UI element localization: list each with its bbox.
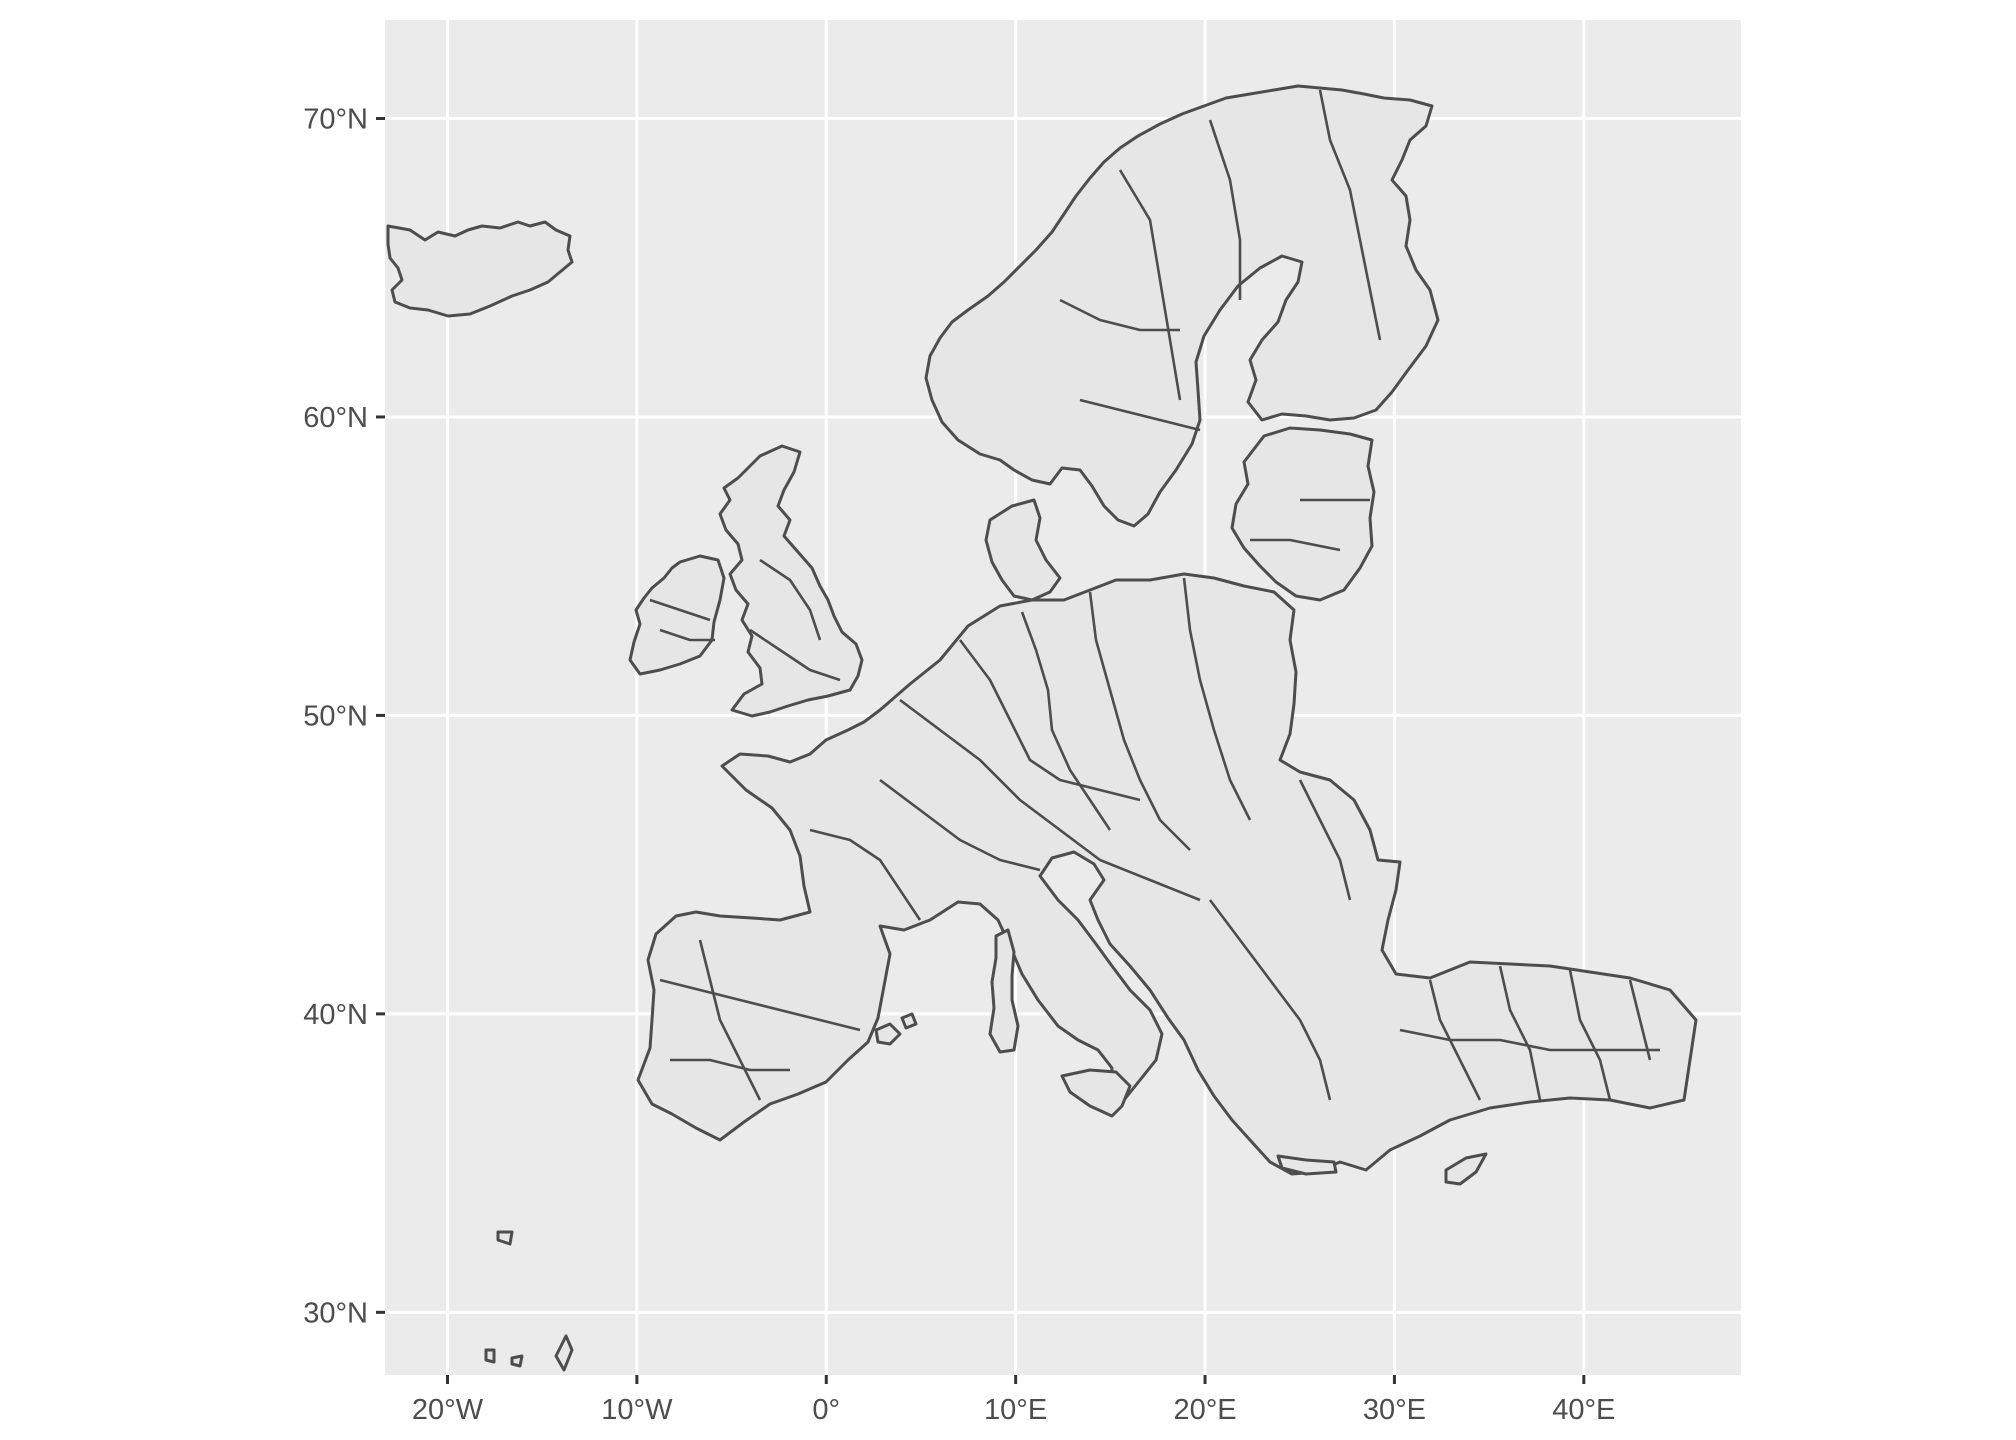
x-tick-label: 0° [812, 1394, 840, 1426]
x-tick-label: 20°E [1173, 1394, 1236, 1426]
administrative-borders [649, 89, 1660, 1101]
region-scandinavia [924, 84, 1440, 528]
y-tick-label: 70°N [303, 103, 368, 135]
x-tick-label: 20°W [412, 1394, 484, 1426]
region-canary-islands [484, 1230, 574, 1372]
axes: 20°W 10°W 0° 10°E 20°E 30°E 40°E 30°N 40°N 50°N 60… [303, 103, 1615, 1426]
region-denmark [984, 498, 1062, 602]
x-tick-label: 10°E [984, 1394, 1047, 1426]
land-regions [386, 84, 1698, 1372]
region-ireland [628, 554, 726, 676]
region-sardinia-corsica [988, 928, 1020, 1054]
y-tick-label: 30°N [303, 1297, 368, 1329]
region-iceland [386, 220, 574, 318]
x-tick-label: 30°E [1363, 1394, 1426, 1426]
x-tick-label: 10°W [601, 1394, 673, 1426]
region-balearics [874, 1012, 918, 1046]
region-sicily [1060, 1068, 1132, 1118]
region-crete [1276, 1154, 1338, 1176]
region-cyprus [1444, 1152, 1488, 1186]
y-tick-label: 50°N [303, 700, 368, 732]
y-tick-label: 60°N [303, 402, 368, 434]
region-baltics [1230, 426, 1376, 602]
y-tick-label: 40°N [303, 999, 368, 1031]
region-continental-europe [636, 572, 1698, 1176]
x-tick-label: 40°E [1552, 1394, 1615, 1426]
